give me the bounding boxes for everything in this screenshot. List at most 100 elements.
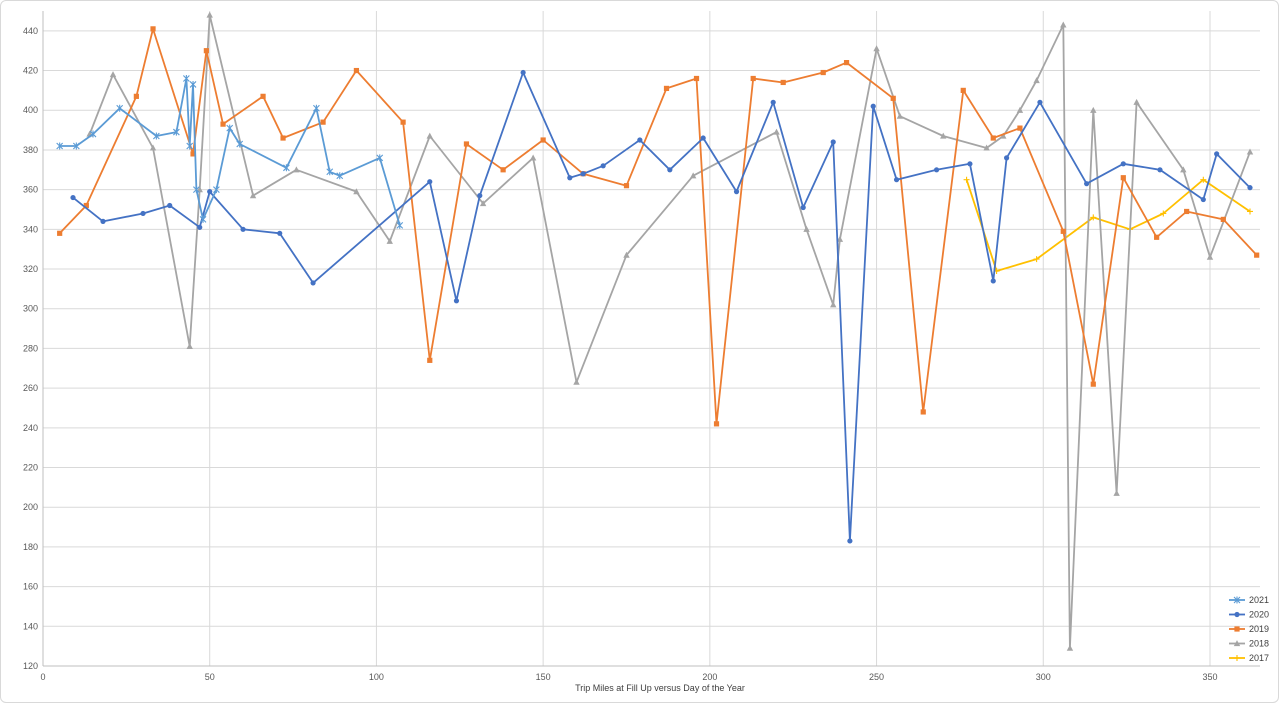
legend: 2021 2020 2019 2018 2017 — [1229, 595, 1269, 663]
y-tick-label: 280 — [23, 343, 38, 353]
data-point-2020 — [580, 171, 586, 177]
y-tick-label: 140 — [23, 621, 38, 631]
legend-label: 2020 — [1249, 610, 1269, 620]
data-point-2019 — [960, 87, 966, 93]
data-point-2018 — [1113, 489, 1120, 496]
legend-marker — [1234, 626, 1240, 632]
data-point-2018 — [830, 301, 837, 308]
data-point-2018 — [1060, 21, 1067, 28]
data-point-2018 — [479, 200, 487, 207]
data-point-2018 — [573, 378, 580, 385]
data-point-2018 — [1206, 253, 1214, 260]
data-point-2019 — [713, 421, 720, 427]
data-point-2020 — [277, 230, 283, 236]
y-tick-label: 320 — [23, 264, 38, 274]
x-tick-label: 350 — [1202, 672, 1217, 682]
x-tick-label: 150 — [536, 672, 551, 682]
data-point-2018 — [426, 132, 433, 139]
data-point-2021 — [226, 124, 234, 132]
data-point-2018 — [773, 128, 780, 135]
grid — [43, 11, 1260, 667]
data-point-2019 — [353, 67, 360, 74]
legend-marker — [1234, 611, 1240, 618]
data-point-2021 — [182, 74, 190, 82]
data-point-2019 — [150, 26, 156, 32]
legend-item-2017: 2017 — [1229, 653, 1269, 663]
x-tick-label: 300 — [1036, 672, 1051, 682]
data-point-2020 — [933, 167, 940, 173]
data-point-2021 — [189, 80, 197, 88]
y-tick-label: 120 — [23, 661, 38, 671]
data-point-2020 — [140, 210, 146, 217]
data-point-2020 — [1084, 181, 1090, 187]
data-point-2019 — [990, 135, 996, 141]
data-point-2019 — [190, 151, 196, 157]
data-point-2018 — [1066, 644, 1074, 651]
data-point-2018 — [149, 144, 157, 151]
data-point-2021 — [152, 132, 160, 140]
data-point-2018 — [836, 235, 844, 242]
data-point-2020 — [870, 103, 876, 109]
data-point-2018 — [186, 343, 193, 350]
y-tick-label: 380 — [23, 145, 38, 155]
data-point-2017 — [1200, 176, 1207, 183]
data-point-2017 — [1033, 256, 1040, 263]
data-point-2019 — [400, 119, 406, 125]
data-point-2020 — [990, 278, 996, 284]
data-point-2018 — [1000, 132, 1007, 139]
data-point-2020 — [240, 226, 246, 232]
legend-item-2018: 2018 — [1229, 639, 1269, 649]
series-2020 — [70, 69, 1253, 544]
data-point-2019 — [750, 75, 756, 82]
data-point-2020 — [1037, 99, 1043, 105]
data-point-2020 — [1214, 151, 1220, 157]
data-point-2020 — [167, 202, 173, 209]
series-line-2019 — [59, 27, 1258, 425]
data-point-2019 — [260, 93, 266, 99]
data-point-2020 — [197, 224, 203, 230]
series-2021 — [56, 74, 404, 229]
data-point-2018 — [353, 188, 360, 195]
x-tick-label: 0 — [40, 672, 45, 682]
data-point-2021 — [336, 172, 344, 180]
data-point-2018 — [1033, 77, 1040, 84]
data-point-2020 — [967, 161, 973, 167]
data-point-2020 — [1003, 155, 1010, 161]
data-point-2019 — [280, 135, 286, 141]
legend-label: 2021 — [1249, 595, 1269, 605]
data-point-2019 — [623, 183, 630, 189]
data-point-2018 — [1180, 166, 1187, 173]
legend-marker — [1233, 640, 1241, 647]
data-point-2018 — [109, 71, 117, 78]
data-point-2019 — [1120, 175, 1126, 181]
y-tick-label: 360 — [23, 185, 38, 195]
y-tick-label: 180 — [23, 542, 38, 552]
data-point-2017 — [1160, 210, 1167, 217]
data-point-2019 — [1154, 234, 1160, 240]
data-point-2020 — [1157, 167, 1163, 173]
data-point-2019 — [780, 79, 786, 86]
data-point-2019 — [843, 60, 850, 66]
axes: 120 140 160 180 200 220 240 260 280 300 320 340 360 3… — [23, 11, 1260, 682]
data-point-2021 — [283, 164, 290, 172]
y-tick-label: 240 — [23, 423, 38, 433]
series-line-2017 — [965, 178, 1251, 272]
data-point-2021 — [186, 142, 194, 150]
data-point-2020 — [310, 280, 316, 286]
data-point-2019 — [693, 75, 700, 82]
data-point-2020 — [770, 99, 776, 105]
data-point-2017 — [1090, 214, 1097, 221]
y-tick-label: 440 — [23, 26, 38, 36]
x-tick-label: 100 — [369, 672, 384, 682]
data-point-2019 — [57, 230, 63, 236]
data-point-2019 — [500, 167, 506, 173]
data-point-2019 — [1254, 252, 1260, 258]
data-point-2020 — [733, 189, 740, 195]
legend-item-2021: 2021 — [1229, 595, 1269, 605]
y-tick-label: 400 — [23, 105, 38, 115]
series-2019 — [57, 26, 1260, 427]
data-point-2020 — [1120, 161, 1126, 167]
data-point-2019 — [83, 202, 89, 209]
data-point-2021 — [172, 128, 180, 136]
